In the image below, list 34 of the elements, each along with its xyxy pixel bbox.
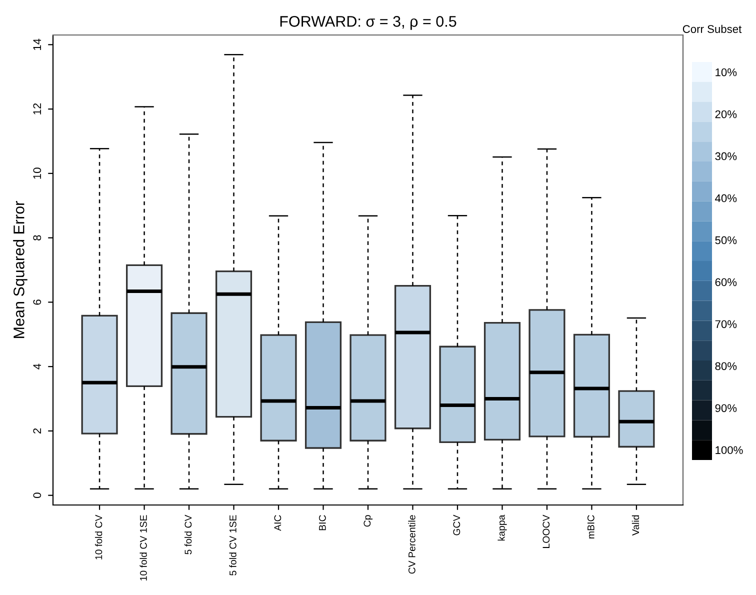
color-bar-label: 100% xyxy=(716,446,743,454)
y-tick-label: 4 xyxy=(33,364,41,370)
x-tick-label: 5 fold CV xyxy=(184,514,192,554)
color-bar-label: 50% xyxy=(715,236,737,244)
color-bar-label: 30% xyxy=(715,152,737,160)
y-tick-label: 6 xyxy=(33,300,42,305)
y-tick-label: 12 xyxy=(33,103,41,114)
y-tick-label: 14 xyxy=(33,38,41,50)
color-bar-label: 70% xyxy=(715,320,737,328)
x-tick-label: Valid xyxy=(632,515,640,536)
chart-title: FORWARD: σ = 3, ρ = 0.5 xyxy=(280,16,456,30)
color-bar-label: 20% xyxy=(715,110,737,118)
x-tick-label: mBIC xyxy=(587,515,594,538)
x-tick-label: GCV xyxy=(453,514,460,536)
x-tick-label: 10 fold CV xyxy=(95,514,102,560)
y-tick-label: 0 xyxy=(33,492,42,498)
x-tick-label: 10 fold CV 1SE xyxy=(140,515,147,580)
y-tick-label: 8 xyxy=(33,235,42,240)
y-tick-label: 2 xyxy=(33,428,41,434)
x-tick-label: LOOCV xyxy=(542,514,550,548)
y-axis-title: Mean Squared Error xyxy=(13,201,28,338)
color-bar-title: Corr Subset xyxy=(682,24,742,33)
x-tick-label: kappa xyxy=(498,514,507,541)
y-tick-label: 10 xyxy=(33,168,42,179)
x-tick-label: BIC xyxy=(318,515,326,530)
color-bar-label: 10% xyxy=(716,68,737,76)
x-tick-label: CV Percentile xyxy=(408,515,416,574)
color-bar-label: 90% xyxy=(715,404,737,412)
x-tick-label: Cp xyxy=(364,515,373,527)
color-bar-label: 60% xyxy=(715,278,737,286)
x-tick-label: AIC xyxy=(274,515,282,531)
color-bar-label: 40% xyxy=(715,194,737,202)
color-bar-label: 80% xyxy=(715,362,737,370)
x-tick-label: 5 fold CV 1SE xyxy=(229,515,236,576)
